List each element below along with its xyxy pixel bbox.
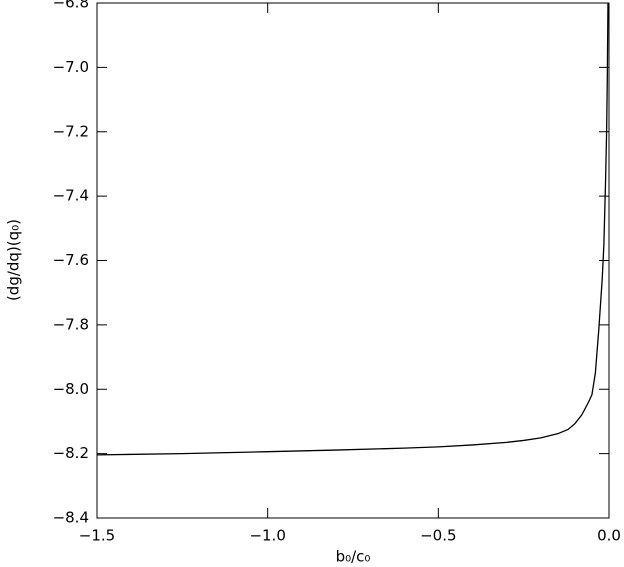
y-tick-label: −6.8 <box>53 0 89 12</box>
x-tick-label: 0.0 <box>597 527 621 545</box>
y-tick-label: −8.4 <box>53 509 89 527</box>
x-axis-label: b₀/c₀ <box>336 548 371 566</box>
y-tick-label: −8.2 <box>53 444 89 462</box>
x-tick-label: −1.5 <box>79 527 115 545</box>
plot-frame <box>96 2 610 519</box>
x-tick-label: −0.5 <box>420 527 456 545</box>
y-tick-label: −7.0 <box>53 58 89 76</box>
y-tick-label: −8.0 <box>53 380 89 398</box>
y-tick-label: −7.4 <box>53 187 89 205</box>
x-tick-label: −1.0 <box>249 527 285 545</box>
y-axis-label: (dg/dq)(q₀) <box>5 219 23 301</box>
y-tick-label: −7.8 <box>53 315 89 333</box>
y-tick-label: −7.2 <box>53 122 89 140</box>
data-line <box>96 2 609 456</box>
y-tick-label: −7.6 <box>53 251 89 269</box>
